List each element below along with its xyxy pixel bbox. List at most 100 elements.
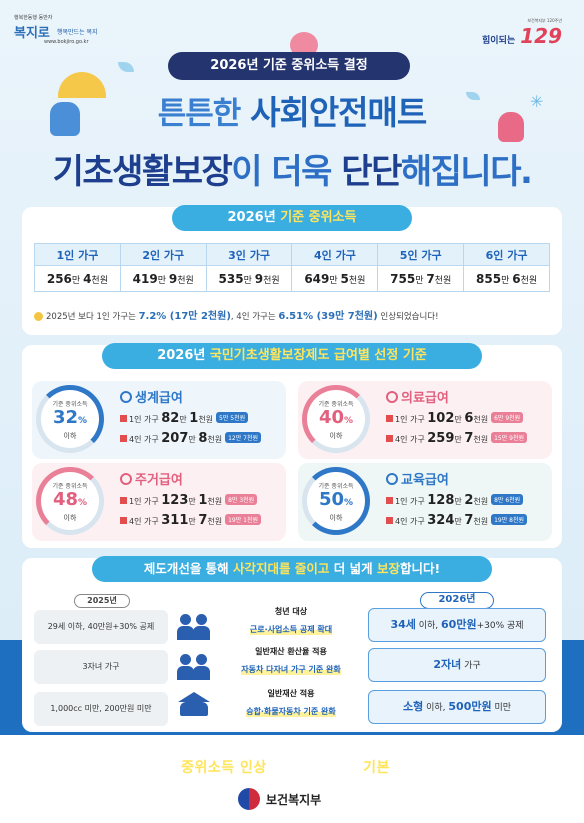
anniversary-text: 힘이되는: [482, 36, 516, 46]
benefit-row-4p: 4인 가구 311만 7천원 19만 1천원: [120, 513, 262, 528]
child-illustration-left: [50, 102, 80, 136]
increase-badge: 19만 8천원: [491, 514, 528, 525]
year-label-old: 2025년: [74, 594, 130, 608]
main-title-line1: 튼튼한 사회안전매트: [0, 86, 584, 134]
leaf-icon: [118, 62, 134, 72]
system-improvement-section: 제도개선을 통해 사각지대를 줄이고 더 넓게 보장합니다! 2025년 202…: [22, 556, 562, 732]
table-header-row: 1인 가구 2인 가구 3인 가구 4인 가구 5인 가구 6인 가구: [34, 243, 550, 266]
increase-badge: 12만 7천원: [225, 432, 262, 443]
table-header-cell: 5인 가구: [377, 243, 465, 266]
title1-part-b: 사회안전매트: [250, 93, 427, 132]
anniversary-number: 129: [520, 24, 562, 48]
benefit-card-education: 기준 중위소득 50% 이하 교육급여 1인 가구 128만 2천원 8만 6천원…: [298, 463, 552, 541]
benefit-row-1p: 1인 가구 128만 2천원 8만 6천원: [386, 493, 524, 508]
benefit-card-medical: 기준 중위소득 40% 이하 의료급여 1인 가구 102만 6천원 6만 9천원…: [298, 381, 552, 459]
section2-title: 2026년 국민기초생활보장제도 급여별 선정 기준: [102, 343, 482, 369]
house-icon: [120, 473, 132, 485]
check-icon: [120, 497, 127, 504]
ministry-anniversary-logo: 보건복지부 120주년 힘이되는 129: [482, 18, 562, 48]
percentage-ring: 기준 중위소득 40% 이하: [302, 385, 370, 453]
benefit-card-housing: 기준 중위소득 48% 이하 주거급여 1인 가구 123만 1천원 8만 3천원…: [32, 463, 286, 541]
check-icon: [386, 415, 393, 422]
benefit-card-livelihood: 기준 중위소득 32% 이하 생계급여 1인 가구 82만 1천원 5만 5천원 …: [32, 381, 286, 459]
taegeuk-emblem-icon: [238, 788, 260, 810]
bokjiro-logo[interactable]: 행복한동행 동반자 복지로 행복만드는 복지 www.bokjiro.go.kr: [14, 14, 106, 45]
table-cell: 419만 9천원: [119, 265, 207, 292]
car-garage-icon: [176, 692, 214, 722]
percentage-ring: 기준 중위소득 50% 이하: [302, 467, 370, 535]
benefit-row-4p: 4인 가구 207만 8천원 12만 7천원: [120, 431, 262, 446]
table-header-cell: 2인 가구: [119, 243, 207, 266]
benefit-criteria-section: 2026년 국민기초생활보장제도 급여별 선정 기준 기준 중위소득 32% 이…: [22, 343, 562, 548]
people-icon: [176, 612, 214, 642]
main-title-line2: 기초생활보장이 더욱 단단해집니다.: [0, 144, 584, 193]
percentage-ring: 기준 중위소득 48% 이하: [36, 467, 104, 535]
children-icon: [176, 652, 214, 682]
headline-pill: 2026년 기준 중위소득 결정: [168, 52, 410, 80]
title2-part-b: 이 더욱: [231, 152, 342, 192]
new-criteria: 2자녀 가구: [368, 648, 546, 682]
check-icon: [386, 435, 393, 442]
benefit-row-1p: 1인 가구 82만 1천원 5만 5천원: [120, 411, 249, 426]
increase-badge: 8만 3천원: [225, 494, 258, 505]
table-row: 256만 4천원 419만 9천원 535만 9천원 649만 5천원 755만…: [34, 265, 550, 292]
increase-badge: 19만 1천원: [225, 514, 262, 525]
section1-title-a: 2026년: [227, 210, 281, 225]
year-label-new: 2026년: [420, 592, 494, 609]
increase-note: 2025년 보다 1인 가구는 7.2% (17만 2천원), 4인 가구는 6…: [34, 307, 550, 322]
increase-badge: 8만 6천원: [491, 494, 524, 505]
increase-badge: 5만 5천원: [216, 412, 249, 423]
new-criteria: 34세 이하, 60만원+30% 공제: [368, 608, 546, 642]
old-criteria: 1,000cc 미만, 200만원 미만: [34, 692, 168, 726]
benefit-name: 의료급여: [386, 387, 449, 406]
median-income-section: 2026년 기준 중위소득 1인 가구 2인 가구 3인 가구 4인 가구 5인…: [22, 205, 562, 335]
logo-main-text: 복지로: [14, 26, 50, 41]
table-header-cell: 6인 가구: [463, 243, 550, 266]
ministry-logo[interactable]: 보건복지부: [238, 788, 321, 816]
benefit-row-1p: 1인 가구 123만 1천원 8만 3천원: [120, 493, 258, 508]
title2-part-d: 해집니다.: [400, 152, 533, 192]
stethoscope-icon: [386, 391, 398, 403]
check-icon: [120, 517, 127, 524]
new-criteria: 소형 이하, 500만원 미만: [368, 690, 546, 724]
old-criteria: 29세 이하, 40만원+30% 공제: [34, 610, 168, 644]
section1-title-b: 기준 중위소득: [280, 210, 357, 225]
table-header-cell: 3인 가구: [205, 243, 293, 266]
increase-badge: 6만 9천원: [491, 412, 524, 423]
title1-part-a: 튼튼한: [157, 96, 251, 132]
check-icon: [386, 497, 393, 504]
logo-small-text: 행복한동행 동반자: [14, 15, 53, 21]
child-illustration-right: [498, 112, 524, 142]
benefit-row-4p: 4인 가구 324만 7천원 19만 8천원: [386, 513, 528, 528]
section1-title: 2026년 기준 중위소득: [172, 205, 412, 231]
lightbulb-icon: [34, 312, 43, 321]
benefit-row-1p: 1인 가구 102만 6천원 6만 9천원: [386, 411, 524, 426]
change-description: 일반재산 적용 승합·화물자동차 기준 완화: [246, 689, 336, 717]
school-icon: [386, 473, 398, 485]
benefit-name: 주거급여: [120, 469, 183, 488]
table-cell: 649만 5천원: [291, 265, 379, 292]
increase-badge: 15만 9천원: [491, 432, 528, 443]
logo-slogan: 행복만드는 복지: [56, 29, 98, 36]
check-icon: [120, 415, 127, 422]
table-cell: 755만 7천원: [377, 265, 465, 292]
table-header-cell: 1인 가구: [34, 243, 121, 266]
section3-title: 제도개선을 통해 사각지대를 줄이고 더 넓게 보장합니다!: [92, 556, 492, 582]
closing-slogan: ❝ 2026년 기준 중위소득 인상으로 국민 삶의 기본을 지켜나갑니다. ❞: [75, 760, 509, 776]
old-criteria: 3자녀 가구: [34, 650, 168, 684]
change-description: 일반재산 환산율 적용 자동차 다자녀 가구 기준 완화: [241, 647, 341, 675]
leaf-icon: [466, 92, 480, 100]
percentage-ring: 기준 중위소득 32% 이하: [36, 385, 104, 453]
check-icon: [120, 435, 127, 442]
check-icon: [386, 517, 393, 524]
title2-part-c: 단단: [341, 152, 402, 192]
change-description: 청년 대상 근로·사업소득 공제 확대: [249, 607, 333, 635]
anniversary-small-text: 보건복지부 120주년: [527, 18, 562, 23]
benefit-name: 교육급여: [386, 469, 449, 488]
table-header-cell: 4인 가구: [291, 243, 379, 266]
table-cell: 855만 6천원: [463, 265, 550, 292]
snowflake-icon: ✳: [530, 92, 544, 111]
benefit-row-4p: 4인 가구 259만 7천원 15만 9천원: [386, 431, 528, 446]
median-income-table: 1인 가구 2인 가구 3인 가구 4인 가구 5인 가구 6인 가구 256만…: [34, 243, 550, 292]
